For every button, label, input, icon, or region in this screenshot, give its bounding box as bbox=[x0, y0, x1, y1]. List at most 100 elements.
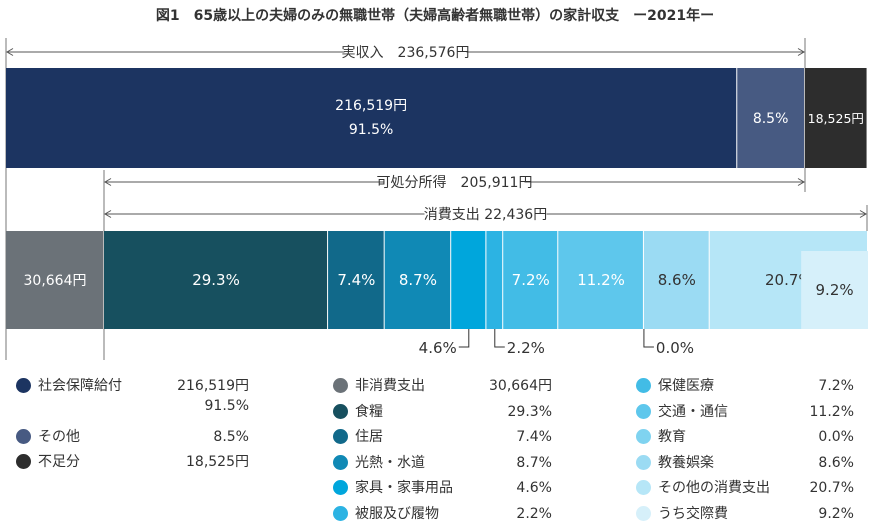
legend-value: 8.7% bbox=[516, 454, 552, 471]
legend-label: うち交際費 bbox=[658, 505, 728, 522]
legend-value: 216,519円 bbox=[177, 378, 249, 394]
legend-label: 家具・家事用品 bbox=[355, 480, 453, 496]
legend-swatch bbox=[16, 454, 31, 469]
legend-label: 交通・通信 bbox=[658, 403, 728, 420]
bracket-label: 実収入 236,576円 bbox=[342, 45, 470, 61]
data-label: 11.2% bbox=[577, 271, 625, 289]
data-label: 91.5% bbox=[349, 122, 393, 138]
legend-item: 保健医療 7.2% bbox=[636, 376, 854, 396]
legend-label: 不足分 bbox=[38, 454, 80, 470]
callout-line bbox=[494, 329, 505, 348]
legend-item: 家具・家事用品 4.6% bbox=[333, 478, 552, 498]
non-consumption-segment bbox=[6, 231, 103, 329]
data-label: 8.6% bbox=[658, 271, 696, 289]
legend-item: 光熱・水道 8.7% bbox=[333, 453, 552, 473]
legend-value: 11.2% bbox=[809, 403, 854, 420]
data-label: 7.4% bbox=[337, 271, 375, 289]
legend-swatch bbox=[636, 454, 651, 470]
spending-segment bbox=[486, 231, 503, 329]
legend-item: うち交際費 9.2% bbox=[636, 504, 854, 524]
data-label: 9.2% bbox=[816, 281, 854, 299]
income-bar: 216,519円 91.5% 8.5% 18,525円 bbox=[6, 68, 867, 168]
data-label: 30,664円 bbox=[24, 273, 87, 289]
legend-swatch bbox=[636, 378, 651, 393]
legend-value: 8.6% bbox=[818, 454, 854, 471]
legend-value: 4.6% bbox=[516, 480, 552, 496]
spending-bar: 30,664円 29.3% 7.4% 8.7% 7.2% 11.2% 8.6% 20.7%9.… bbox=[6, 231, 868, 329]
legend-label: 光熱・水道 bbox=[355, 454, 425, 471]
income-segment bbox=[805, 68, 867, 168]
legend-item: その他 8.5% bbox=[16, 427, 249, 447]
small-segment-callouts: 4.6% 2.2% 0.0% bbox=[419, 329, 694, 357]
callout-line bbox=[458, 329, 470, 348]
legend-value: 0.0% bbox=[818, 429, 854, 445]
legend-swatch bbox=[636, 403, 651, 419]
legend-label: その他の消費支出 bbox=[658, 480, 770, 496]
spending-segment bbox=[451, 231, 486, 329]
legend-value: 30,664円 bbox=[489, 378, 552, 394]
legend-value: 18,525円 bbox=[186, 454, 249, 470]
legend-swatch bbox=[333, 505, 348, 521]
data-label: 7.2% bbox=[512, 271, 550, 289]
bracket-arrow-right bbox=[797, 48, 805, 56]
budget-chart: 図1 65歳以上の夫婦のみの無職世帯（夫婦高齢者無職世帯）の家計収支 ー2021… bbox=[5, 7, 868, 360]
legend-value: 7.4% bbox=[516, 429, 552, 445]
legend-label: 食糧 bbox=[355, 403, 383, 420]
legend-value: 8.5% bbox=[213, 429, 249, 445]
legend-swatch bbox=[333, 378, 348, 393]
legend-item: 教育 0.0% bbox=[636, 427, 854, 447]
legend-label: 被服及び履物 bbox=[355, 505, 439, 522]
legend-swatch bbox=[333, 403, 348, 419]
legend-item: 教養娯楽 8.6% bbox=[636, 453, 854, 473]
legend-label: その他 bbox=[38, 429, 80, 445]
spending-segment bbox=[104, 231, 328, 329]
bracket-label: 消費支出 22,436円 bbox=[424, 207, 547, 223]
legend-item: 食糧 29.3% bbox=[333, 402, 552, 422]
data-label: 8.7% bbox=[399, 271, 437, 289]
sub-segment bbox=[801, 251, 868, 329]
legend-swatch bbox=[16, 378, 31, 393]
legend-label: 教育 bbox=[658, 429, 686, 445]
callout-label: 0.0% bbox=[656, 339, 694, 357]
legend-item: 不足分 18,525円 bbox=[16, 452, 249, 472]
chart-title: 図1 65歳以上の夫婦のみの無職世帯（夫婦高齢者無職世帯）の家計収支 ー2021… bbox=[156, 7, 714, 24]
legend-label: 社会保障給付 bbox=[38, 378, 122, 394]
legend-label: 非消費支出 bbox=[355, 378, 425, 394]
legend-swatch bbox=[636, 505, 651, 521]
data-label: 18,525円 bbox=[808, 111, 864, 126]
legend-swatch bbox=[333, 480, 348, 495]
spending-segment bbox=[558, 231, 643, 329]
legend-label: 保健医療 bbox=[658, 378, 714, 394]
income-segment bbox=[6, 68, 737, 168]
legend-swatch bbox=[333, 429, 348, 444]
legend-swatch bbox=[636, 480, 651, 495]
legend-item: 社会保障給付 216,519円 bbox=[16, 376, 249, 396]
legend-swatch bbox=[333, 454, 348, 470]
legend-value-secondary: 91.5% bbox=[204, 398, 249, 414]
bracket-arrow-right bbox=[797, 178, 805, 186]
bracket-arrow-left bbox=[104, 178, 112, 186]
data-label: 20.7% bbox=[765, 271, 813, 289]
legend-item: 交通・通信 11.2% bbox=[636, 402, 854, 422]
legend-value: 2.2% bbox=[516, 505, 552, 522]
legend-value: 91.5% bbox=[16, 396, 249, 416]
legend-label: 教養娯楽 bbox=[658, 454, 714, 471]
data-label: 29.3% bbox=[192, 271, 240, 289]
income-segment bbox=[737, 68, 804, 168]
callout-line bbox=[643, 329, 654, 348]
legend-value: 20.7% bbox=[809, 480, 854, 496]
legend-item: その他の消費支出 20.7% bbox=[636, 478, 854, 498]
legend-value: 29.3% bbox=[507, 403, 552, 420]
data-label: 8.5% bbox=[753, 111, 789, 127]
legend-label: 住居 bbox=[355, 429, 383, 445]
bracket-arrow-right bbox=[859, 210, 867, 218]
legend-item: 被服及び履物 2.2% bbox=[333, 504, 552, 524]
spending-segment bbox=[503, 231, 558, 329]
legend-swatch bbox=[16, 429, 31, 444]
callout-label: 4.6% bbox=[419, 339, 457, 357]
legend-swatch bbox=[636, 429, 651, 444]
legend-item: 非消費支出 30,664円 bbox=[333, 376, 552, 396]
data-label: 216,519円 bbox=[335, 98, 407, 114]
callout-label: 2.2% bbox=[507, 339, 545, 357]
bracket-arrow-left bbox=[6, 48, 14, 56]
